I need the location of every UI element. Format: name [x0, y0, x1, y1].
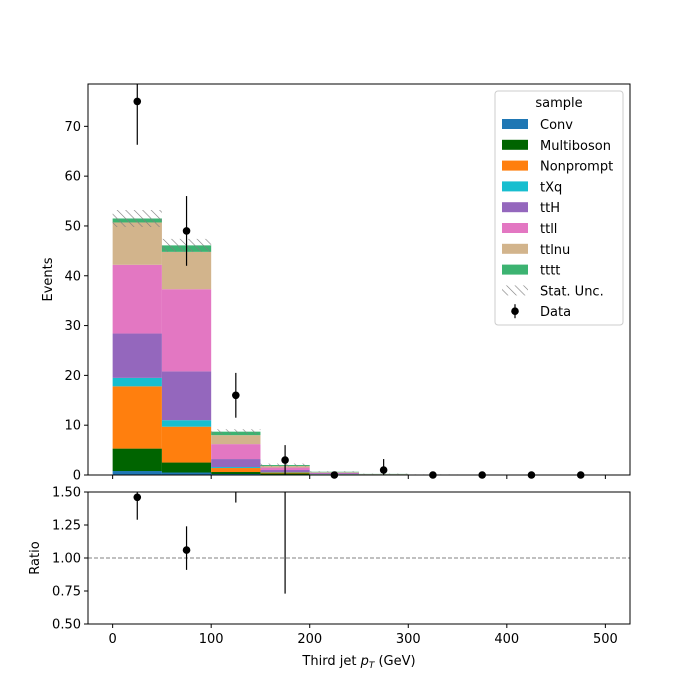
- main-histogram-plot: 0 10 20 30 40 50 60 70 Events: [41, 83, 631, 484]
- bar-multiboson-bin-2: [211, 472, 261, 475]
- bar-ttlnu-bin-0: [112, 222, 162, 265]
- legend-swatch-tttt: [502, 264, 528, 275]
- ratio-y-tick-label-0.50: 0.50: [52, 618, 81, 633]
- ratio-y-tick-label-0.75: 0.75: [52, 585, 81, 600]
- legend-swatch-txq: [502, 181, 528, 192]
- bar-ttll-bin-2: [211, 444, 261, 460]
- legend-swatch-ttll: [502, 223, 528, 233]
- bar-multiboson-bin-1: [161, 462, 212, 473]
- legend-label-tttt: tttt: [540, 264, 560, 279]
- y-tick-label-20: 20: [64, 369, 81, 384]
- ratio-points: [133, 475, 289, 594]
- legend-swatch-stat-unc: [502, 285, 528, 296]
- bar-nonprompt-bin-1: [161, 426, 212, 463]
- y-tick-label-50: 50: [64, 219, 81, 234]
- bar-tth-bin-2: [211, 459, 261, 468]
- legend-swatch-ttlnu: [502, 243, 528, 254]
- y-tick-label-30: 30: [64, 319, 81, 334]
- legend-items: Conv Multiboson Nonprompt tXq ttH ttll ttlnu tt…: [502, 118, 613, 320]
- ratio-y-tick-label-1.50: 1.50: [52, 486, 81, 501]
- ratio-point-1: [182, 546, 191, 554]
- stacked-bars: [112, 218, 557, 475]
- bar-conv-bin-1: [161, 472, 212, 475]
- bar-ttlnu-bin-2: [211, 435, 261, 445]
- main-y-axis-ticks: 0 10 20 30 40 50 60 70: [64, 120, 88, 484]
- legend-label-ttll: ttll: [540, 222, 557, 237]
- legend-label-stat-unc: Stat. Unc.: [540, 284, 604, 299]
- data-point-5: [379, 466, 388, 474]
- legend-label-nonprompt: Nonprompt: [540, 160, 613, 175]
- legend-swatch-multiboson: [502, 139, 528, 150]
- legend-label-conv: Conv: [540, 118, 573, 133]
- main-x-axis-ticks: [112, 475, 606, 479]
- bar-txq-bin-1: [161, 420, 212, 427]
- legend-label-txq: tXq: [540, 180, 562, 195]
- stat-unc-bin-2: [211, 429, 261, 435]
- y-tick-label-0: 0: [73, 469, 81, 484]
- data-point-0: [133, 97, 142, 106]
- y-tick-label-40: 40: [64, 269, 81, 284]
- data-point-3: [281, 456, 289, 464]
- ratio-point-0: [133, 493, 142, 502]
- legend-swatch-conv: [502, 119, 528, 129]
- legend-label-tth: ttH: [540, 201, 560, 216]
- bar-multiboson-bin-0: [112, 448, 162, 472]
- data-point-2: [232, 391, 240, 400]
- y-tick-label-10: 10: [64, 419, 81, 434]
- y-tick-label-70: 70: [64, 120, 81, 135]
- ratio-point-3: [281, 475, 289, 483]
- stat-unc-bin-0: [112, 210, 162, 227]
- legend-title: sample: [535, 96, 582, 111]
- bar-nonprompt-bin-2: [211, 468, 261, 473]
- ratio-y-tick-label-1.00: 1.00: [52, 552, 81, 567]
- ratio-plot: 0.50 0.75 1.00 1.25 1.50 0 100 200 300 400 500 Ra…: [28, 475, 631, 671]
- x-axis-label: Third jet pT (GeV): [301, 654, 415, 671]
- bar-tth-bin-1: [161, 371, 212, 421]
- ratio-x-axis-ticks: 0 100 200 300 400 500: [108, 624, 618, 647]
- x-tick-label-400: 400: [494, 632, 519, 647]
- bar-tth-bin-0: [112, 333, 162, 378]
- bar-nonprompt-bin-0: [112, 386, 162, 449]
- legend-swatch-tth: [502, 202, 528, 213]
- bar-txq-bin-2: [211, 467, 261, 469]
- data-point-1: [182, 227, 191, 235]
- x-tick-label-200: 200: [297, 632, 322, 647]
- y-tick-label-60: 60: [64, 170, 81, 185]
- data-points: [133, 84, 585, 479]
- legend-label-multiboson: Multiboson: [540, 139, 611, 154]
- x-tick-label-0: 0: [108, 632, 116, 647]
- x-tick-label-100: 100: [199, 632, 224, 647]
- main-axes-frame: [87, 83, 631, 476]
- legend-label-ttlnu: ttlnu: [540, 243, 570, 258]
- bar-txq-bin-0: [112, 377, 162, 387]
- bar-ttll-bin-0: [112, 264, 162, 334]
- x-tick-label-300: 300: [396, 632, 421, 647]
- x-tick-label-500: 500: [593, 632, 618, 647]
- legend: sample Conv Multiboson Nonprompt tXq ttH ttll…: [494, 90, 624, 326]
- main-y-axis-label: Events: [41, 257, 56, 301]
- bar-ttll-bin-1: [161, 289, 212, 372]
- legend-swatch-nonprompt: [502, 160, 528, 171]
- legend-label-data: Data: [540, 305, 571, 320]
- legend-marker-data: [511, 307, 519, 316]
- bar-conv-bin-0: [112, 471, 162, 475]
- ratio-y-tick-label-1.25: 1.25: [52, 519, 81, 534]
- ratio-y-axis-label: Ratio: [28, 541, 43, 574]
- ratio-y-axis-ticks: 0.50 0.75 1.00 1.25 1.50: [52, 486, 88, 633]
